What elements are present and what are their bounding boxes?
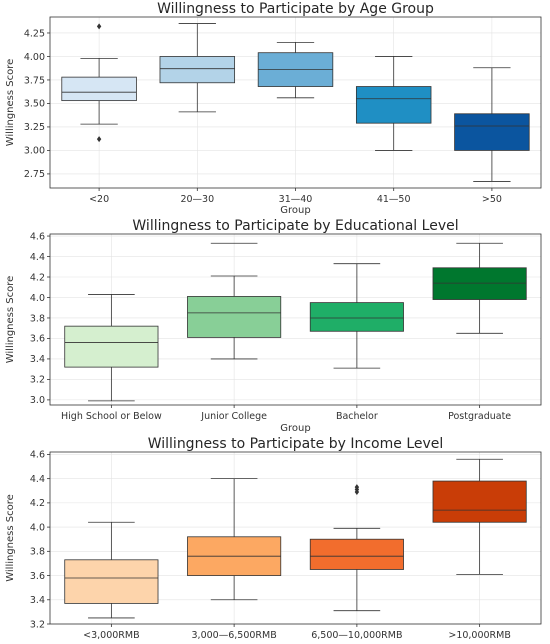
y-tick-label: 3.8 bbox=[30, 313, 45, 324]
box-3 bbox=[309, 484, 404, 612]
y-tick-label: 4.0 bbox=[30, 522, 45, 533]
y-tick-label: 4.25 bbox=[24, 28, 45, 39]
outlier-point bbox=[96, 23, 102, 30]
box-iqr bbox=[64, 325, 159, 368]
box-4 bbox=[432, 242, 527, 334]
y-tick-label: 3.8 bbox=[30, 547, 45, 558]
y-tick-label: 3.6 bbox=[30, 571, 45, 582]
outlier-point bbox=[96, 136, 102, 143]
box-iqr bbox=[64, 559, 159, 604]
x-tick-label: 3,000—6,500RMB bbox=[192, 630, 277, 641]
x-tick-label: 20—30 bbox=[180, 194, 214, 205]
y-tick-label: 3.4 bbox=[30, 354, 45, 365]
box-1 bbox=[64, 294, 159, 402]
y-tick-label: 4.4 bbox=[30, 474, 45, 485]
panel-3: 3.2 3.4 3.6 3.8 4.0 4.2 4.4 4.6 <3,000RMB 3,000—6… bbox=[5, 436, 542, 641]
y-tick-label: 3.75 bbox=[24, 75, 45, 86]
y-axis-label: Willingness Score bbox=[5, 59, 16, 147]
y-tick-label: 4.6 bbox=[30, 231, 45, 242]
box-iqr bbox=[432, 267, 527, 300]
x-tick-label: <3,000RMB bbox=[83, 630, 139, 641]
y-tick-label: 3.50 bbox=[24, 99, 45, 110]
x-tick-label: 41—50 bbox=[377, 194, 411, 205]
x-tick-label: Postgraduate bbox=[448, 411, 511, 422]
y-tick-label: 2.75 bbox=[24, 169, 45, 180]
x-axis-label: Group bbox=[280, 205, 310, 216]
y-axis-label: Willingness Score bbox=[5, 494, 16, 582]
y-axis-label: Willingness Score bbox=[5, 276, 16, 364]
box-1 bbox=[64, 521, 159, 619]
chart-title: Willingness to Participate by Educationa… bbox=[132, 218, 458, 234]
x-tick-label: 6,500—10,000RMB bbox=[311, 630, 402, 641]
box-4 bbox=[432, 458, 527, 575]
y-tick-label: 3.0 bbox=[30, 395, 45, 406]
box-3 bbox=[309, 263, 404, 369]
y-tick-label: 4.00 bbox=[24, 52, 45, 63]
x-tick-label: <20 bbox=[89, 194, 109, 205]
y-tick-label: 4.4 bbox=[30, 252, 45, 263]
box-4 bbox=[355, 56, 432, 151]
box-iqr bbox=[61, 76, 137, 102]
y-tick-label: 4.0 bbox=[30, 293, 45, 304]
chart-title: Willingness to Participate by Age Group bbox=[157, 1, 434, 17]
outlier-point bbox=[354, 484, 360, 491]
y-tick-label: 3.4 bbox=[30, 595, 45, 606]
box-iqr bbox=[159, 56, 236, 84]
y-tick-label: 4.2 bbox=[30, 272, 45, 283]
box-iqr bbox=[454, 113, 530, 151]
box-iqr bbox=[355, 86, 432, 124]
x-tick-label: >10,000RMB bbox=[448, 630, 511, 641]
y-tick-label: 3.2 bbox=[30, 619, 45, 630]
y-tick-label: 3.6 bbox=[30, 334, 45, 345]
x-tick-label: >50 bbox=[482, 194, 502, 205]
axes-frame bbox=[49, 451, 542, 625]
axes-frame bbox=[49, 233, 542, 406]
x-axis-label: Group bbox=[280, 423, 310, 434]
y-tick-label: 4.6 bbox=[30, 450, 45, 461]
y-tick-label: 3.00 bbox=[24, 146, 45, 157]
box-3 bbox=[257, 41, 334, 99]
x-tick-label: High School or Below bbox=[61, 411, 162, 422]
box-2 bbox=[159, 23, 236, 113]
x-tick-label: Bachelor bbox=[336, 411, 378, 422]
box-5 bbox=[454, 67, 530, 182]
chart-title: Willingness to Participate by Income Lev… bbox=[148, 436, 444, 452]
box-iqr bbox=[187, 296, 282, 338]
box-iqr bbox=[309, 302, 404, 332]
panel-2: 3.0 3.2 3.4 3.6 3.8 4.0 4.2 4.4 4.6 High School o… bbox=[5, 218, 542, 434]
box-2 bbox=[187, 478, 282, 601]
box-1 bbox=[61, 23, 137, 143]
panel-1: 2.75 3.00 3.25 3.50 3.75 4.00 4.25 <20 20—30 31—4… bbox=[5, 1, 542, 216]
x-tick-label: 31—40 bbox=[279, 194, 313, 205]
box-2 bbox=[187, 242, 282, 360]
x-tick-label: Junior College bbox=[200, 411, 267, 422]
box-iqr bbox=[309, 538, 404, 570]
box-iqr bbox=[432, 480, 527, 523]
y-tick-label: 3.25 bbox=[24, 122, 45, 133]
y-tick-label: 3.2 bbox=[30, 375, 45, 386]
y-tick-label: 4.2 bbox=[30, 498, 45, 509]
